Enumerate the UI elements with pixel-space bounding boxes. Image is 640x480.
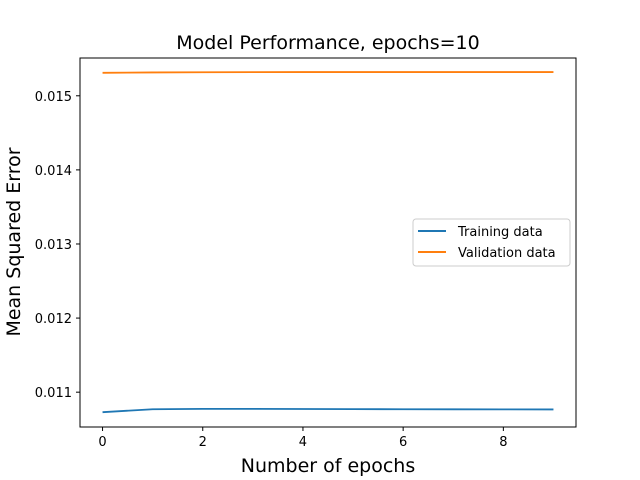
x-tick-label-4: 8 <box>499 435 507 450</box>
plot-area: 0 2 4 6 8 0.011 0.012 0.013 0.014 0.015 <box>35 71 554 450</box>
y-tick-label-0: 0.011 <box>35 386 72 401</box>
x-tick-label-1: 2 <box>199 435 207 450</box>
legend: Training data Validation data <box>412 218 571 267</box>
y-tick-label-3: 0.014 <box>35 164 72 179</box>
legend-box <box>412 218 571 267</box>
y-axis-title: Mean Squared Error <box>3 147 25 336</box>
x-tick-label-2: 4 <box>299 435 307 450</box>
x-tick-label-3: 6 <box>399 435 407 450</box>
y-tick-label-4: 0.015 <box>35 90 72 105</box>
x-axis-title: Number of epochs <box>241 455 415 477</box>
y-tick-label-2: 0.013 <box>35 238 72 253</box>
x-tick-label-0: 0 <box>98 435 106 450</box>
axes-frame <box>79 57 577 428</box>
legend-label-training: Training data <box>457 225 543 240</box>
series-line-training <box>102 407 554 414</box>
legend-label-validation: Validation data <box>458 246 556 261</box>
chart-title: Model Performance, epochs=10 <box>176 32 479 54</box>
series-line-validation <box>102 71 554 74</box>
y-tick-label-1: 0.012 <box>35 312 72 327</box>
